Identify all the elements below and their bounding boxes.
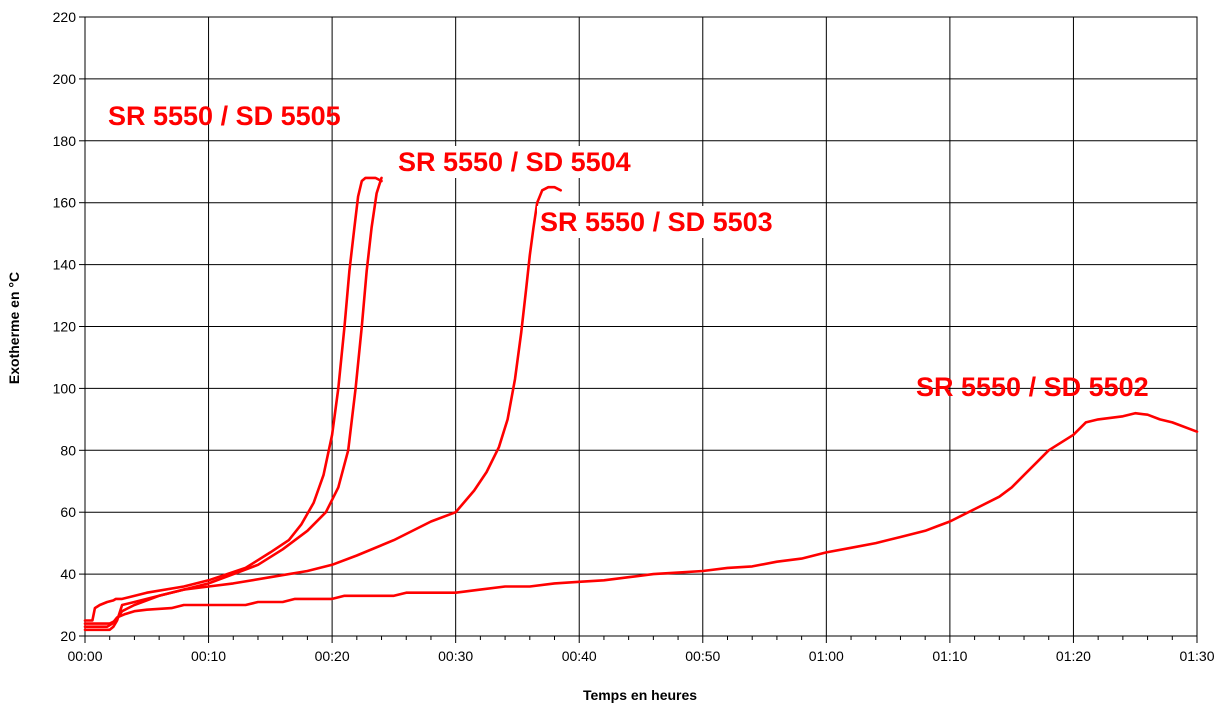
- annotation-background: [537, 206, 776, 238]
- x-tick-label: 00:10: [191, 648, 226, 664]
- annotation-background: [395, 146, 634, 178]
- x-tick-label: 00:40: [562, 648, 597, 664]
- x-tick-label: 01:20: [1056, 648, 1091, 664]
- x-tick-label: 01:10: [932, 648, 967, 664]
- y-tick-label: 200: [53, 71, 77, 87]
- series-line-1: [83, 176, 383, 622]
- series-annotation-2: SR 5550 / SD 5504: [398, 147, 631, 177]
- tick-labels: 20 40 60 80 100 120 140 160 180 200 220 00:00 00:10 0…: [53, 9, 1215, 664]
- annotation-layer: SR 5550 / SD 5505 SR 5550 / SD 5504 SR 555…: [108, 101, 1149, 402]
- x-tick-label: 01:30: [1179, 648, 1214, 664]
- x-tick-label: 00:00: [67, 648, 102, 664]
- y-tick-label: 40: [60, 566, 76, 582]
- y-tick-label: 100: [53, 380, 77, 396]
- series-annotation-1: SR 5550 / SD 5505: [108, 101, 341, 131]
- series-annotation-3: SR 5550 / SD 5503: [540, 207, 773, 237]
- y-tick-label: 60: [60, 504, 76, 520]
- x-axis-title: Temps en heures: [583, 687, 697, 703]
- x-tick-label: 00:30: [438, 648, 473, 664]
- plot-border: [84, 16, 1198, 637]
- y-tick-label: 160: [53, 195, 77, 211]
- series-line-4: [83, 411, 1199, 628]
- y-tick-label: 220: [53, 9, 77, 25]
- y-tick-label: 140: [53, 257, 77, 273]
- series-layer: [83, 176, 1199, 632]
- x-tick-label: 01:00: [809, 648, 844, 664]
- grid: [79, 16, 1198, 643]
- y-axis-title: Exotherme en °C: [6, 272, 22, 384]
- y-tick-label: 120: [53, 319, 77, 335]
- y-tick-label: 20: [60, 628, 76, 644]
- x-tick-label: 00:50: [685, 648, 720, 664]
- y-tick-label: 180: [53, 133, 77, 149]
- series-annotation-4: SR 5550 / SD 5502: [916, 372, 1149, 402]
- y-tick-label: 80: [60, 442, 76, 458]
- x-tick-label: 00:20: [315, 648, 350, 664]
